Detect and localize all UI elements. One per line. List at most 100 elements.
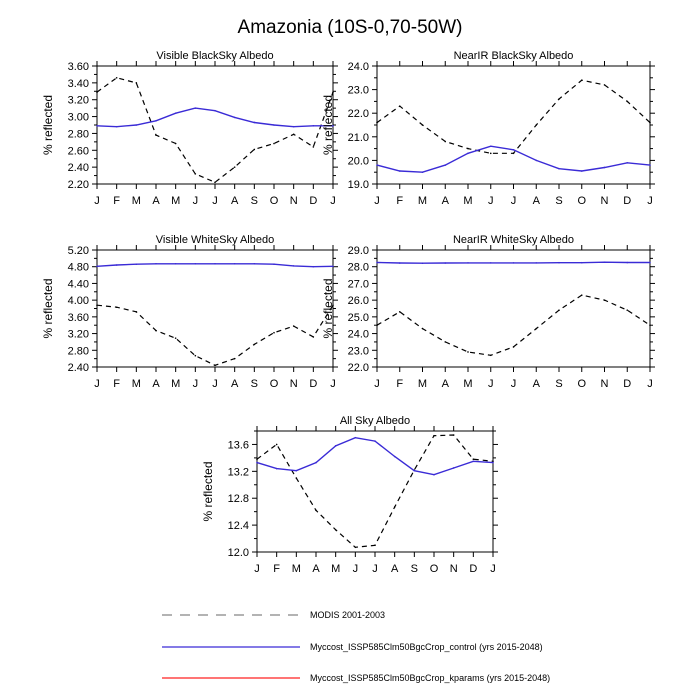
x-tick-label: M [292,563,301,575]
x-tick-label: A [391,563,399,575]
data-point-control [580,261,583,264]
x-tick-label: A [231,195,239,207]
legend-kparams-label: Myccost_ISSP585Clm50BgcCrop_kparams (yrs… [310,673,550,683]
x-tick-label: D [309,378,317,390]
data-point-control [155,119,157,122]
x-tick-label: M [171,378,180,390]
y-axis-label: % reflected [41,95,55,155]
data-point-modis [444,341,447,343]
data-point-control [649,164,651,166]
legend-control-label: Myccost_ISSP585Clm50BgcCrop_control (yrs… [310,642,543,652]
data-point-modis [312,336,315,338]
data-point-control [96,265,98,268]
y-tick-label: 25.0 [348,312,369,324]
chart-panels: Visible BlackSky Albedo 2.20 2.40 2.60 2.80 3… [41,50,655,575]
data-point-control [512,262,515,264]
data-point-modis [535,327,538,330]
data-point-control [135,124,138,126]
data-point-control [626,161,629,164]
panel-title: Visible WhiteSky Albedo [156,234,274,246]
data-point-modis [115,77,118,79]
y-tick-label: 3.00 [68,112,89,124]
y-tick-label: 4.40 [68,278,89,290]
data-point-modis [376,324,378,327]
data-point-control [603,166,606,169]
x-tick-label: D [623,195,631,207]
x-tick-label: A [152,195,160,207]
data-point-control [312,125,315,127]
x-tick-label: S [555,195,562,207]
data-point-modis [233,166,236,168]
data-point-control [398,170,401,172]
data-point-modis [489,354,492,357]
x-tick-label: M [418,378,427,390]
data-point-modis [292,325,295,327]
data-point-control [295,469,298,472]
chart-panel-3: Visible WhiteSky Albedo 2.40 2.80 3.20 3.60 4… [41,234,338,390]
data-point-modis [512,152,515,155]
x-tick-label: J [330,195,336,207]
data-point-modis [233,357,236,360]
data-point-control [273,263,275,266]
data-point-control [444,262,447,264]
data-point-modis [603,84,606,86]
data-point-control [194,262,197,265]
data-point-control [256,461,258,464]
x-tick-label: F [273,563,280,575]
data-point-modis [194,354,197,357]
data-point-control [155,262,157,265]
x-tick-label: A [442,378,450,390]
data-point-control [603,261,606,264]
data-point-modis [273,331,275,334]
data-point-control [398,262,401,264]
data-point-modis [421,124,424,126]
data-point-control [275,467,278,470]
x-tick-label: M [463,195,472,207]
data-point-control [253,262,256,265]
data-point-control [558,167,560,170]
x-tick-label: J [193,378,199,390]
x-tick-label: M [171,195,180,207]
data-point-modis [393,506,396,508]
y-axis-label: % reflected [321,278,335,338]
chart-panel-4: NearIR WhiteSky Albedo 22.0 23.0 24.0 25.0 26… [321,234,655,390]
data-point-control [334,444,337,447]
data-point-modis [194,173,197,175]
x-tick-label: N [601,195,609,207]
y-tick-label: 21.0 [348,132,369,144]
x-tick-label: O [270,378,279,390]
x-tick-label: D [623,378,631,390]
data-point-modis [626,309,629,311]
data-point-modis [292,133,295,136]
x-tick-label: A [152,378,160,390]
data-point-modis [332,91,334,93]
data-point-control [413,469,416,472]
y-tick-label: 3.60 [68,312,89,324]
data-point-control [233,116,236,119]
data-point-modis [315,509,317,512]
data-point-modis [603,299,606,301]
plot-frame [256,430,494,553]
series-line-modis [376,79,651,154]
x-tick-label: J [488,195,494,207]
y-tick-label: 12.8 [228,493,249,505]
data-point-control [174,112,177,114]
x-tick-label: S [555,378,562,390]
y-tick-label: 22.0 [348,108,369,120]
legend-modis-label: MODIS 2001-2003 [310,610,385,620]
series-line-control [256,436,494,476]
x-tick-label: J [254,563,260,575]
data-point-modis [512,346,515,348]
data-point-control [421,262,424,265]
data-point-control [444,164,447,166]
data-point-control [273,124,275,126]
x-tick-label: J [374,378,380,390]
data-point-modis [115,306,118,309]
data-point-modis [649,121,651,124]
y-tick-label: 22.0 [348,362,369,374]
data-point-control [332,265,334,268]
data-point-control [626,261,629,264]
x-tick-label: N [450,563,458,575]
